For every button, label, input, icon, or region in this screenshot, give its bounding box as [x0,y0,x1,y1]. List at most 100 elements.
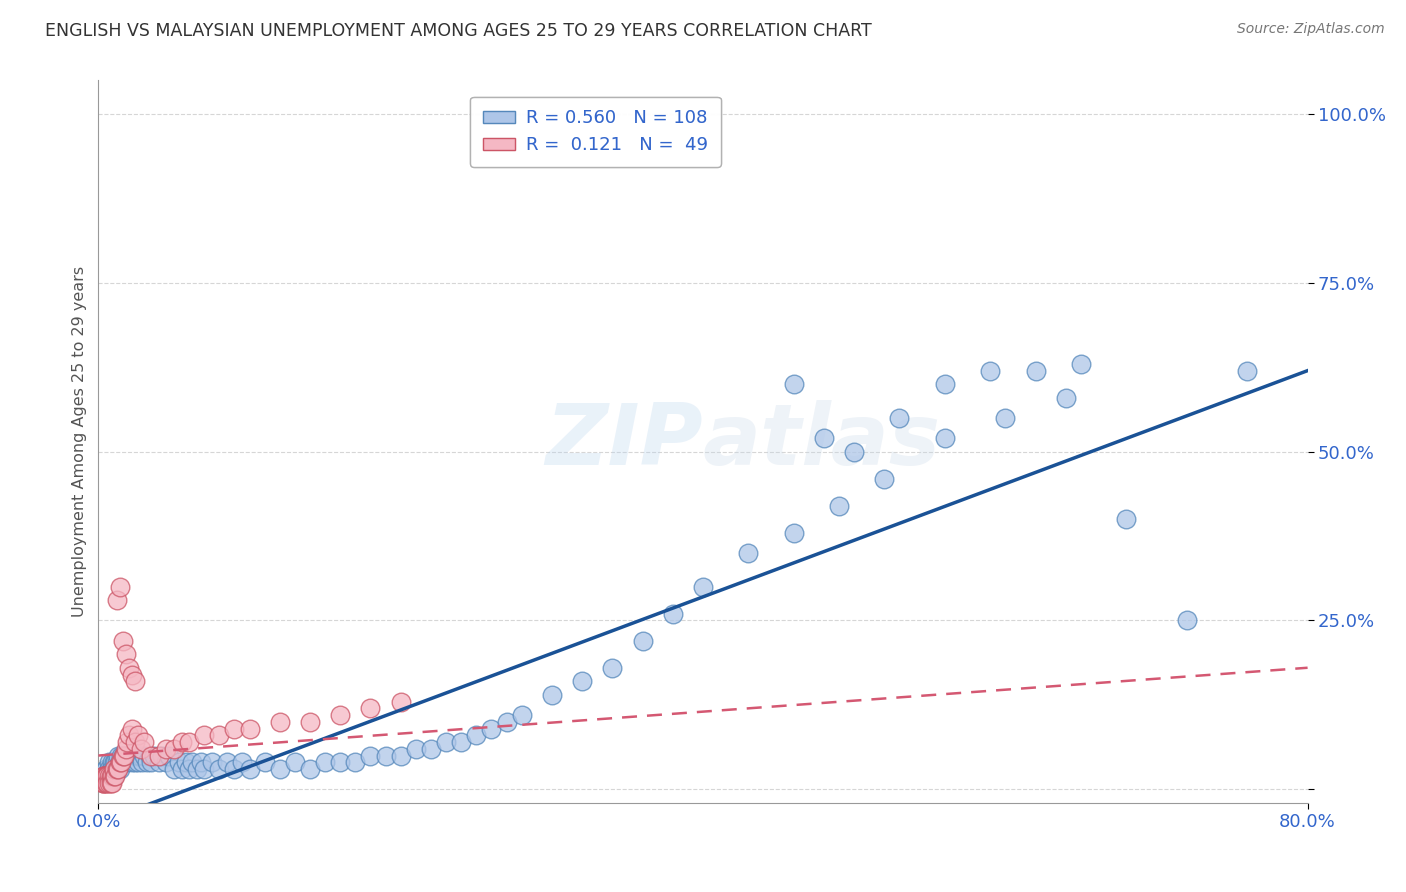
Point [125,748,148,763]
Point [110,756,132,770]
Point [1175,614,1198,628]
Point [103,769,125,783]
Point [98,769,121,783]
Point [108,756,131,770]
Point [121,756,143,770]
Point [129,741,152,756]
Point [994,411,1017,425]
Point [103,762,125,776]
Point [105,756,128,770]
Point [103,769,125,783]
Point [94,769,117,783]
Point [120,748,142,763]
Point [94,769,117,783]
Point [181,756,204,770]
Point [1236,364,1258,378]
Point [170,735,193,749]
Text: ZIP: ZIP [546,400,703,483]
Point [115,756,138,770]
Point [108,756,131,770]
Point [148,756,170,770]
Point [101,769,124,783]
Point [105,593,128,607]
Point [100,775,122,789]
Point [239,722,262,736]
Point [103,756,125,770]
Point [129,748,152,763]
Point [163,741,186,756]
Point [94,769,117,783]
Point [284,756,307,770]
Point [239,762,262,776]
Point [111,633,134,648]
Point [934,431,956,445]
Point [299,714,322,729]
Point [111,748,134,763]
Y-axis label: Unemployment Among Ages 25 to 29 years: Unemployment Among Ages 25 to 29 years [72,266,87,617]
Text: atlas: atlas [703,400,941,483]
Point [420,741,443,756]
Point [104,762,127,776]
Point [103,762,125,776]
Point [108,762,131,776]
Point [143,748,166,763]
Point [269,762,291,776]
Point [115,735,138,749]
Point [329,756,352,770]
Point [873,472,896,486]
Point [450,735,472,749]
Point [118,661,141,675]
Point [118,748,141,763]
Point [101,775,124,789]
Point [783,377,806,392]
Point [405,741,427,756]
Point [124,756,146,770]
Point [121,722,143,736]
Point [100,762,122,776]
Point [934,377,956,392]
Point [844,444,866,458]
Point [495,714,517,729]
Point [112,756,135,770]
Point [1115,512,1137,526]
Point [737,546,759,560]
Point [813,431,835,445]
Point [100,769,122,783]
Point [94,775,117,789]
Point [174,756,197,770]
Point [155,756,177,770]
Point [124,674,146,689]
Point [631,633,654,648]
Point [155,741,177,756]
Point [104,769,127,783]
Point [112,748,135,763]
Point [150,748,173,763]
Point [179,735,201,749]
Point [571,674,593,689]
Point [114,647,136,661]
Point [374,748,396,763]
Point [98,769,121,783]
Point [94,769,117,783]
Point [93,769,115,783]
Point [98,775,121,789]
Point [224,722,246,736]
Point [91,775,114,789]
Point [94,762,117,776]
Point [122,748,145,763]
Point [100,769,122,783]
Point [121,667,143,681]
Point [104,756,127,770]
Point [215,756,238,770]
Point [1070,357,1092,371]
Point [434,735,457,749]
Point [231,756,253,770]
Point [208,762,231,776]
Point [93,775,115,789]
Point [360,748,382,763]
Point [602,661,624,675]
Point [148,748,170,763]
Point [111,756,134,770]
Point [105,762,128,776]
Point [114,748,136,763]
